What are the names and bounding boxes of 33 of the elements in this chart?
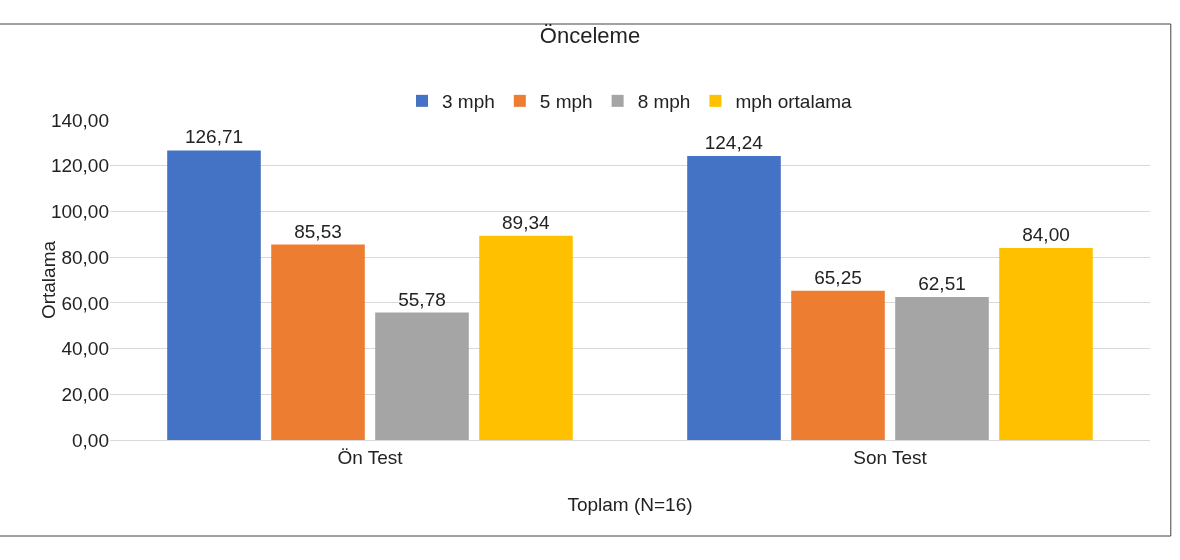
- data-label: 55,78: [398, 288, 446, 310]
- legend-label: mph ortalama: [735, 91, 853, 113]
- bar: [479, 235, 573, 440]
- bar: [271, 244, 365, 440]
- y-tick-label: 120,00: [50, 155, 109, 177]
- x-tick-label: Son Test: [853, 446, 928, 468]
- data-label: 62,51: [918, 273, 966, 295]
- bar: [167, 150, 261, 440]
- bar: [687, 156, 781, 440]
- chart-title: Önceleme: [539, 23, 641, 49]
- bar: [999, 248, 1093, 440]
- data-label: 85,53: [294, 220, 342, 242]
- y-tick-label: 0,00: [72, 429, 109, 451]
- y-tick-label: 40,00: [61, 338, 109, 360]
- bar: [791, 290, 885, 440]
- data-label: 126,71: [184, 126, 244, 148]
- y-tick-label: 60,00: [61, 292, 109, 314]
- data-label: 124,24: [704, 132, 764, 154]
- x-axis-title: Toplam (N=16): [567, 493, 693, 515]
- data-label: 65,25: [814, 266, 862, 288]
- data-label: 84,00: [1022, 224, 1070, 245]
- y-tick-label: 140,00: [50, 109, 109, 131]
- y-tick-label: 80,00: [61, 246, 109, 268]
- x-tick-label: Ön Test: [337, 446, 404, 468]
- data-label: 89,34: [502, 211, 550, 233]
- y-axis-title: Ortalama: [38, 240, 60, 320]
- legend-label: 3 mph: [442, 91, 495, 113]
- y-tick-label: 100,00: [50, 201, 109, 223]
- legend-label: 5 mph: [539, 91, 593, 113]
- bar: [375, 312, 469, 440]
- legend-label: 8 mph: [637, 91, 691, 113]
- y-tick-label: 20,00: [61, 383, 109, 405]
- bar: [895, 297, 989, 440]
